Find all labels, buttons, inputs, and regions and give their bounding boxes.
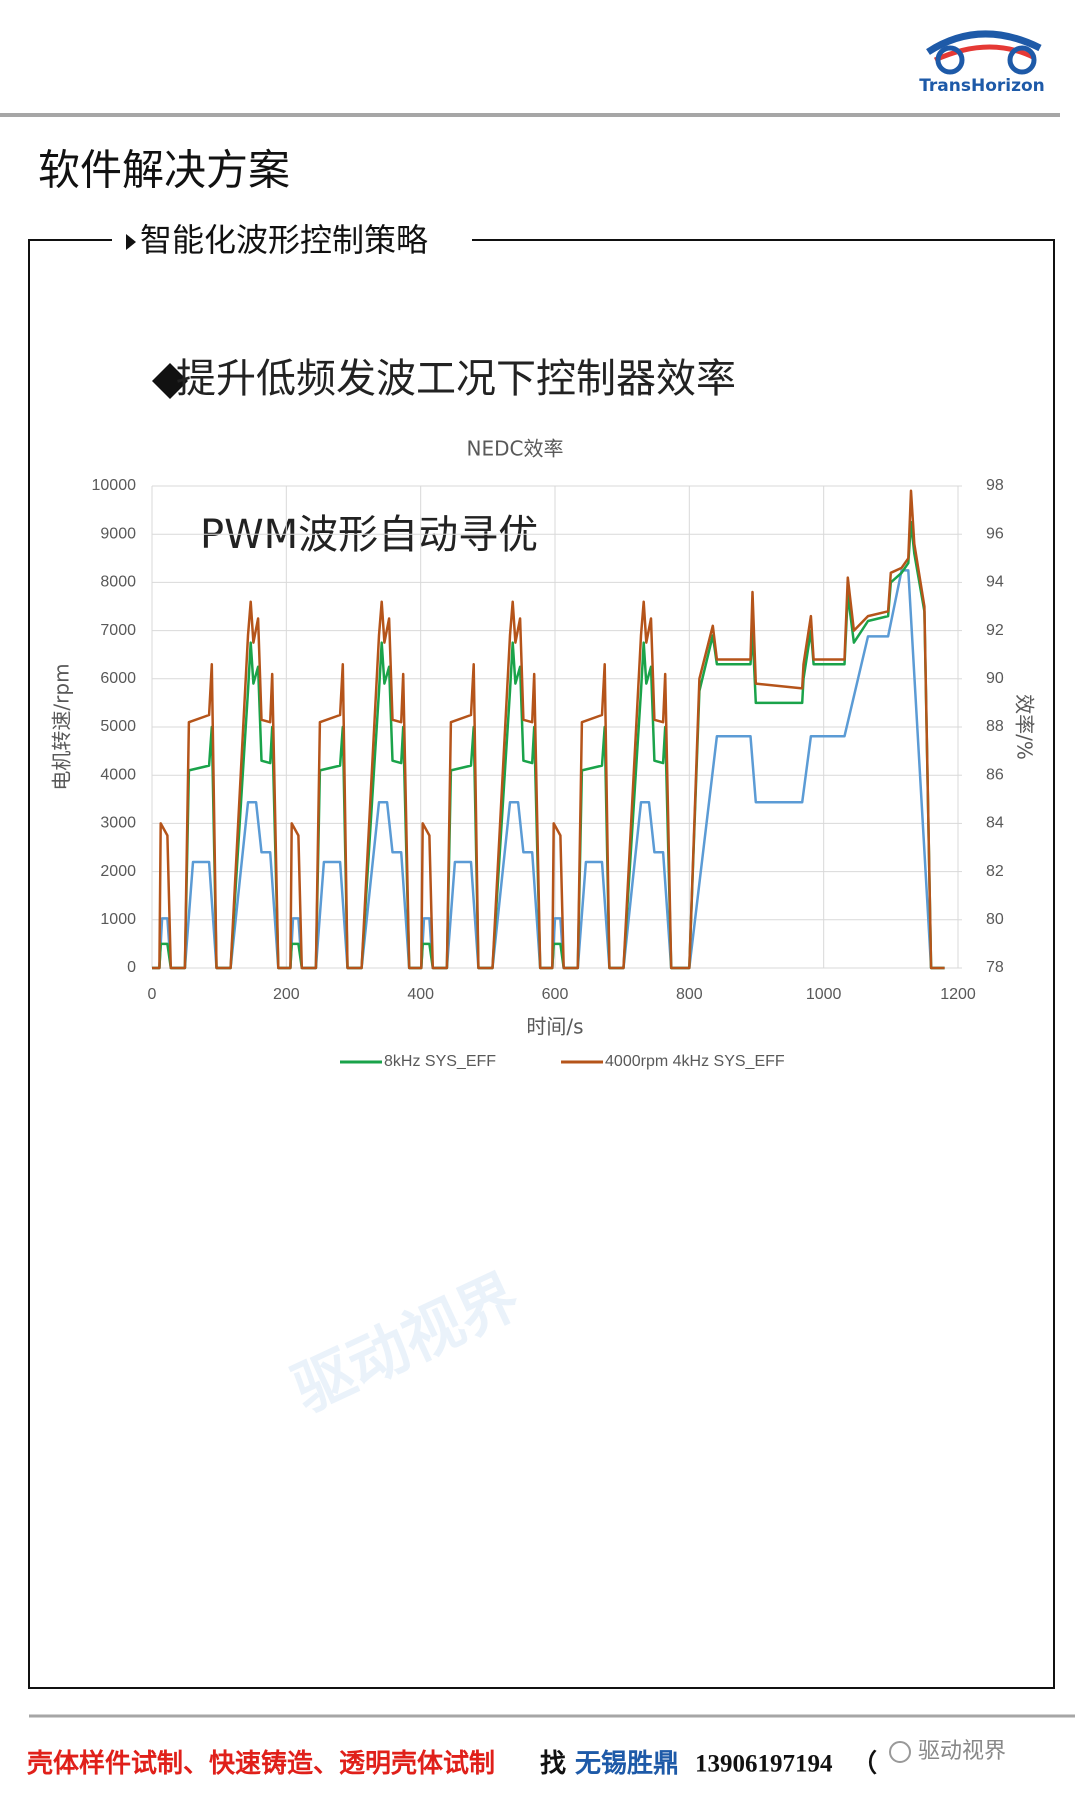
heading: 提升低频发波工况下控制器效率 bbox=[176, 356, 736, 402]
y2-tick-label: 86 bbox=[986, 766, 1004, 783]
page-title: 软件解决方案 bbox=[38, 146, 290, 195]
footer-ad: 壳体样件试制、快速铸造、透明壳体试制 bbox=[26, 1748, 495, 1778]
chart-title: NEDC效率 bbox=[467, 437, 564, 461]
wechat-icon bbox=[889, 1741, 911, 1763]
legend-label: 8kHz SYS_EFF bbox=[384, 1053, 496, 1070]
footer-paren: （ bbox=[852, 1749, 877, 1778]
y-tick-label: 3000 bbox=[100, 815, 136, 832]
series-line bbox=[152, 520, 945, 970]
y2-tick-label: 96 bbox=[986, 525, 1004, 542]
y2-tick-label: 98 bbox=[986, 477, 1004, 494]
y-tick-label: 4000 bbox=[100, 766, 136, 783]
x-tick-label: 400 bbox=[407, 986, 434, 1003]
x-tick-label: 0 bbox=[148, 986, 157, 1003]
footer-company: 无锡胜鼎 bbox=[575, 1749, 679, 1778]
logo: TransHorizon bbox=[919, 30, 1045, 96]
x-tick-label: 1200 bbox=[940, 986, 976, 1003]
y2-tick-label: 80 bbox=[986, 911, 1004, 928]
y2-tick-label: 92 bbox=[986, 622, 1004, 639]
y2-tick-label: 94 bbox=[986, 574, 1004, 591]
y-tick-label: 6000 bbox=[100, 670, 136, 687]
x-tick-label: 200 bbox=[273, 986, 300, 1003]
footer-phone: 13906197194 bbox=[695, 1751, 833, 1778]
y-tick-label: 7000 bbox=[100, 622, 136, 639]
x-tick-label: 600 bbox=[542, 986, 569, 1003]
y2-tick-label: 82 bbox=[986, 863, 1004, 880]
y-tick-label: 8000 bbox=[100, 574, 136, 591]
x-tick-label: 1000 bbox=[806, 986, 842, 1003]
y-axis-label: 电机转速/rpm bbox=[50, 663, 74, 790]
plot: 0100020003000400050006000700080009000100… bbox=[92, 477, 1004, 1070]
y2-tick-label: 84 bbox=[986, 815, 1004, 832]
y-tick-label: 10000 bbox=[92, 477, 137, 494]
y2-axis-label: 效率/% bbox=[1013, 694, 1037, 760]
y-tick-label: 5000 bbox=[100, 718, 136, 735]
series-line bbox=[152, 489, 945, 970]
x-axis-label: 时间/s bbox=[526, 1015, 583, 1039]
section-marker bbox=[126, 234, 136, 250]
series-line bbox=[152, 569, 945, 970]
y-tick-label: 2000 bbox=[100, 863, 136, 880]
wechat-label: 驱动视界 bbox=[918, 1739, 1006, 1764]
frame bbox=[28, 239, 1055, 1689]
section-bg bbox=[112, 222, 472, 262]
y-tick-label: 1000 bbox=[100, 911, 136, 928]
x-tick-label: 800 bbox=[676, 986, 703, 1003]
y2-tick-label: 90 bbox=[986, 670, 1004, 687]
y2-tick-label: 78 bbox=[986, 959, 1004, 976]
y-tick-label: 9000 bbox=[100, 525, 136, 542]
heading-marker bbox=[152, 363, 188, 399]
section-title: 智能化波形控制策略 bbox=[140, 221, 428, 259]
legend-label: 4000rpm 4kHz SYS_EFF bbox=[605, 1053, 785, 1070]
y-tick-label: 0 bbox=[127, 959, 136, 976]
watermark: 驱动视界 bbox=[283, 1263, 528, 1424]
annotation: PWM波形自动寻优 bbox=[200, 512, 538, 558]
logo-text: TransHorizon bbox=[919, 76, 1045, 96]
y2-tick-label: 88 bbox=[986, 718, 1004, 735]
footer-find: 找 bbox=[540, 1749, 566, 1778]
